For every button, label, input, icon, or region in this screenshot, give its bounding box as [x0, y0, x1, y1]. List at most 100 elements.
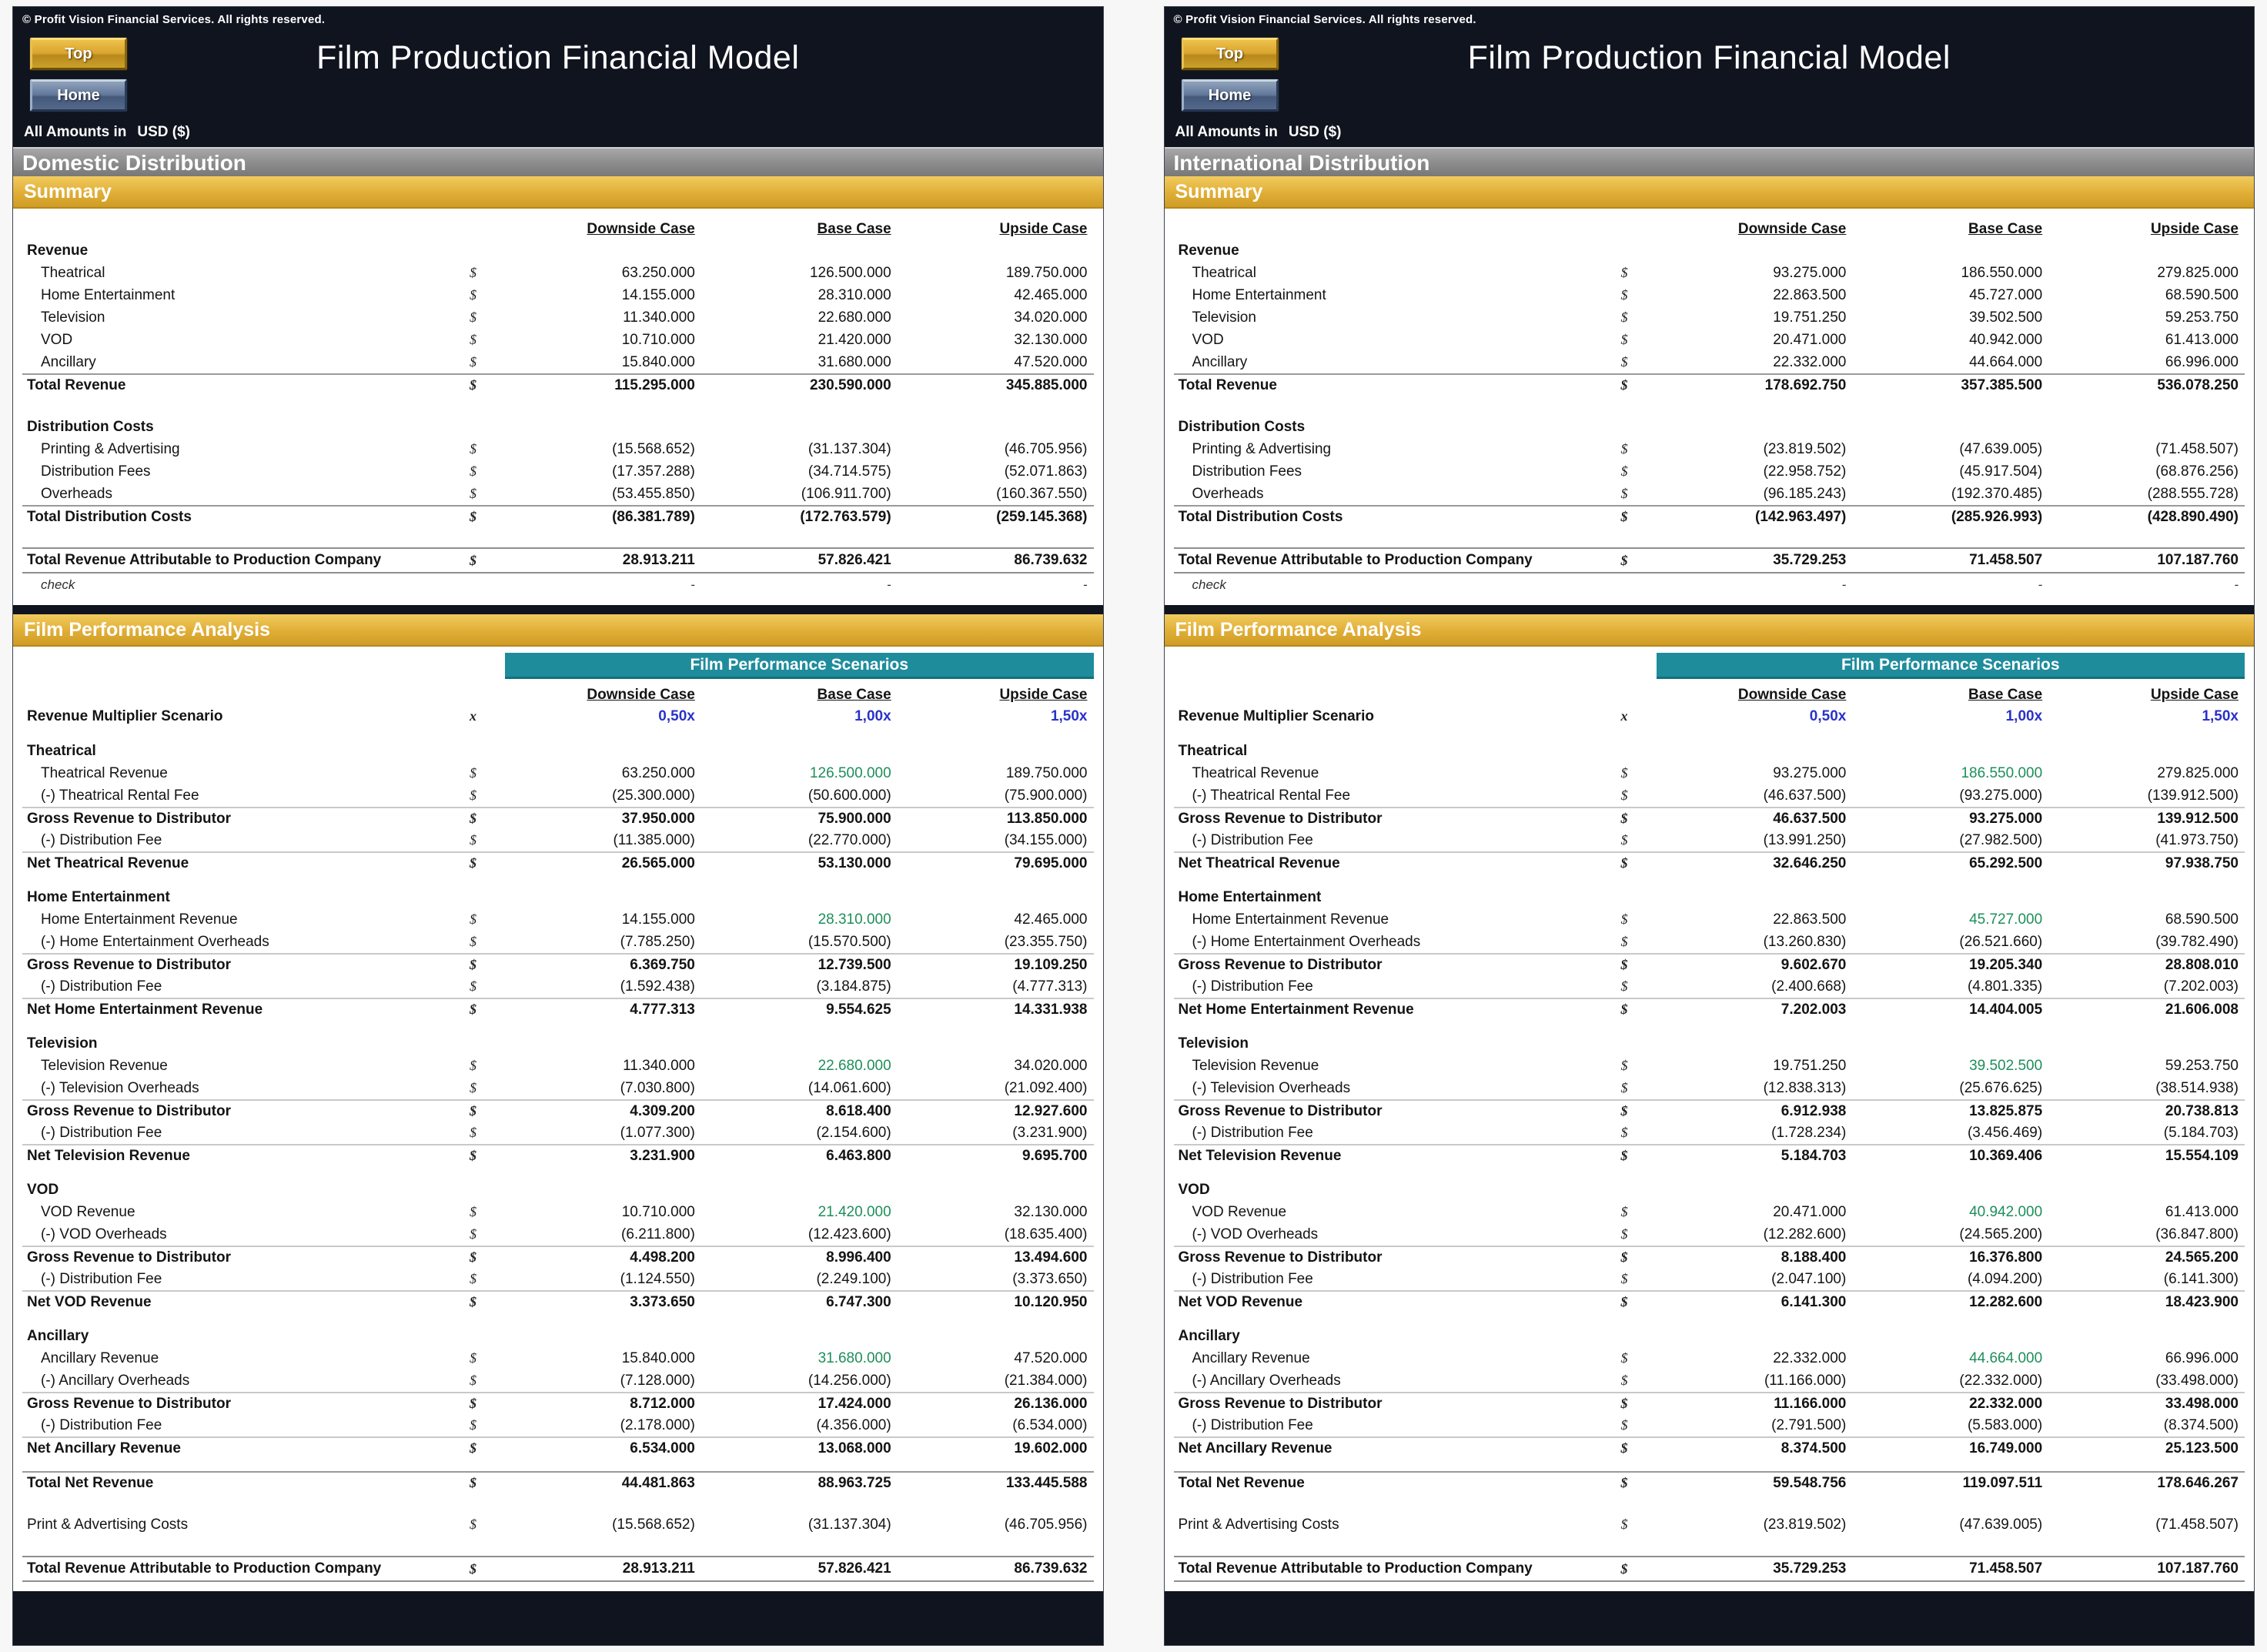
currency-cell: $	[470, 1204, 476, 1219]
value-cell: (6.211.800)	[621, 1226, 695, 1242]
value-cell: 44.664.000	[1969, 353, 2043, 370]
value-cell: (285.926.993)	[1951, 508, 2043, 525]
value-cell: 8.996.400	[826, 1249, 891, 1266]
value-cell: 24.565.200	[2165, 1249, 2239, 1266]
value-cell: 59.548.756	[1773, 1474, 1847, 1491]
value-cell: (15.570.500)	[807, 933, 891, 950]
row-label: Theatrical	[1192, 264, 1256, 281]
value-cell: (68.876.256)	[2155, 463, 2239, 480]
value-cell: 93.275.000	[1773, 764, 1847, 781]
scenario-band-row: Film Performance Scenarios	[1174, 653, 2245, 679]
top-button[interactable]: Top	[1180, 37, 1279, 71]
group-data-row: Gross Revenue to Distributor $11.166.000 2…	[1173, 1392, 2245, 1414]
value-cell: 18.423.900	[2165, 1293, 2239, 1310]
row-label: Net Theatrical Revenue	[1178, 854, 1340, 871]
value-cell: 22.680.000	[818, 1057, 891, 1074]
row-label: Ancillary Revenue	[1192, 1349, 1310, 1366]
value-cell: 22.863.500	[1773, 286, 1847, 303]
value-cell: (22.332.000)	[1959, 1372, 2043, 1389]
row-label: Total Revenue Attributable to Production…	[27, 552, 382, 568]
row-label: Net Home Entertainment Revenue	[27, 1001, 263, 1018]
value-cell: 1,50x	[1050, 707, 1088, 724]
row-label: Net Ancillary Revenue	[1178, 1440, 1332, 1456]
value-cell: (46.705.956)	[1004, 440, 1088, 457]
value-cell: 22.332.000	[1773, 1349, 1847, 1366]
value-cell: (14.061.600)	[807, 1079, 891, 1096]
column-header: Base Case	[817, 687, 891, 703]
section-gap	[1165, 605, 2255, 614]
total-revenue-row: Total Revenue $115.295.000 230.590.000 345.…	[22, 373, 1094, 396]
group-data-row: Gross Revenue to Distributor $4.498.200 8.…	[22, 1246, 1094, 1268]
value-cell: (172.763.579)	[800, 508, 891, 525]
row-label: Gross Revenue to Distributor	[27, 1395, 231, 1412]
total-distribution-costs-row: Total Distribution Costs $ (86.381.789) (17…	[22, 505, 1094, 527]
value-cell: (1.728.234)	[1771, 1124, 1847, 1141]
value-cell: (13.260.830)	[1763, 933, 1847, 950]
value-cell: (4.094.200)	[1967, 1270, 2043, 1287]
top-button[interactable]: Top	[29, 37, 128, 71]
row-spacer	[22, 1313, 1094, 1325]
currency-cell: $	[470, 788, 476, 803]
value-cell: 119.097.511	[1962, 1474, 2043, 1491]
value-cell: (31.137.304)	[807, 440, 891, 457]
value-cell: 86.739.632	[1014, 1560, 1088, 1577]
currency-cell: $	[470, 1440, 476, 1456]
currency-cell: $	[470, 978, 476, 994]
value-cell: 11.166.000	[1774, 1395, 1847, 1412]
revenue-section-label: Revenue	[1178, 242, 1239, 259]
value-cell: 66.996.000	[2165, 353, 2239, 370]
value-cell: (26.521.660)	[1959, 933, 2043, 950]
value-cell: (12.282.600)	[1763, 1226, 1847, 1242]
row-label: Net Home Entertainment Revenue	[1178, 1001, 1414, 1018]
scenario-band-row: Film Performance Scenarios	[22, 653, 1094, 679]
row-spacer	[22, 527, 1094, 547]
row-label: check	[41, 577, 75, 592]
row-label: Television	[41, 309, 105, 326]
value-cell: (8.374.500)	[2163, 1416, 2239, 1433]
group-data-row: (-) Distribution Fee $ (13.991.250) (27.982…	[1174, 829, 2245, 851]
group-data-row: (-) Distribution Fee $ (1.728.234) (3.456.4…	[1174, 1122, 2245, 1144]
currency-cell: $	[470, 765, 476, 781]
amounts-currency: USD ($)	[1288, 124, 1342, 140]
value-cell: 5.184.703	[1780, 1147, 1847, 1164]
currency-cell: $	[470, 441, 476, 456]
group-title: Home Entertainment	[27, 888, 170, 905]
value-cell: 189.750.000	[1005, 264, 1088, 281]
value-cell: 20.471.000	[1773, 1203, 1847, 1220]
value-cell: (106.911.700)	[801, 485, 891, 502]
group-title-row: Home Entertainment	[1174, 886, 2245, 908]
value-cell: 178.692.750	[1764, 376, 1847, 393]
currency-cell: $	[1620, 978, 1628, 994]
column-header: Upside Case	[2150, 687, 2239, 703]
value-cell: 59.253.750	[2165, 309, 2239, 326]
row-label: Print & Advertising Costs	[27, 1516, 189, 1533]
column-header: Downside Case	[1737, 221, 1847, 237]
check-row: check - - -	[22, 574, 1094, 596]
value-cell: 88.963.725	[818, 1474, 891, 1491]
currency-cell: $	[470, 1560, 476, 1577]
value-cell: (38.514.938)	[2155, 1079, 2239, 1096]
currency-cell: $	[1620, 1103, 1628, 1119]
home-button[interactable]: Home	[1180, 79, 1279, 112]
group-title: Ancillary	[27, 1327, 89, 1344]
row-spacer	[1174, 1313, 2245, 1325]
value-cell: (52.071.863)	[1004, 463, 1088, 480]
value-cell: 16.376.800	[1969, 1249, 2043, 1266]
group-data-row: Television Revenue $19.751.250 39.502.500 5…	[1174, 1055, 2245, 1077]
currency-cell: $	[1620, 855, 1628, 871]
value-cell: 63.250.000	[621, 764, 695, 781]
value-cell: 536.078.250	[2157, 376, 2239, 393]
home-button[interactable]: Home	[29, 79, 128, 112]
row-label: Total Revenue	[1178, 376, 1277, 393]
value-cell: (23.355.750)	[1004, 933, 1088, 950]
value-cell: 32.130.000	[1014, 1203, 1088, 1220]
group-title: Theatrical	[27, 742, 96, 759]
value-cell: 25.123.500	[2165, 1440, 2239, 1456]
value-cell: 40.942.000	[1969, 331, 2043, 348]
row-label: Total Revenue	[27, 376, 126, 393]
value-cell: 178.646.267	[2157, 1474, 2239, 1491]
value-cell: 28.913.211	[622, 552, 695, 568]
value-cell: (39.782.490)	[2155, 933, 2239, 950]
value-cell: 42.465.000	[1014, 911, 1088, 928]
